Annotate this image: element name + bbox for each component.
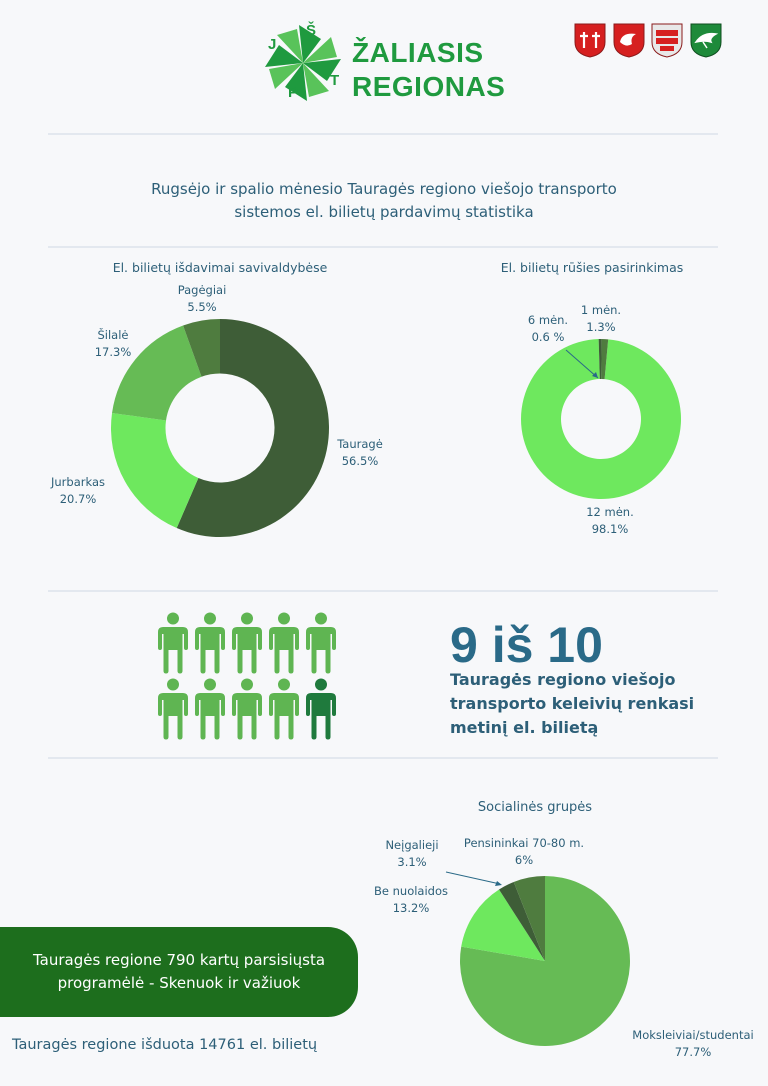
ticket-type-slice-1 <box>521 339 681 499</box>
ticket-type-slice-3 <box>601 339 609 380</box>
chart-social-groups-pie <box>460 876 630 1046</box>
pagegiai-coat-of-arms-icon <box>690 23 722 58</box>
stat-line2: transporto keleivių renkasi <box>450 694 695 713</box>
label-silale-name: Šilalė <box>97 328 129 342</box>
page-title: Rugsėjo ir spalio mėnesio Tauragės regio… <box>0 178 768 224</box>
person-icon <box>158 612 188 674</box>
label-12-month-name: 12 mėn. <box>586 505 634 519</box>
label-students-name: Moksleiviai/studentai <box>632 1028 754 1042</box>
social-group-slice-3 <box>499 881 545 961</box>
municipality-slice-1 <box>176 319 330 537</box>
label-1-month-name: 1 mėn. <box>580 303 622 317</box>
label-no-discount: Be nuolaidos 13.2% <box>366 883 456 917</box>
label-disabled-name: Neįgalieji <box>385 838 439 852</box>
silale-coat-of-arms-icon <box>651 23 683 58</box>
person-icon <box>195 678 225 740</box>
label-taurage-value: 56.5% <box>341 454 379 468</box>
stat-headline: 9 iš 10 <box>450 617 603 673</box>
label-jurbarkas-value: 20.7% <box>59 492 97 506</box>
label-no-discount-name: Be nuolaidos <box>374 884 448 898</box>
label-1-month: 1 mėn. 1.3% <box>576 302 626 336</box>
label-disabled-value: 3.1% <box>397 855 427 869</box>
page-title-line1: Rugsėjo ir spalio mėnesio Tauragės regio… <box>151 180 617 198</box>
logo-letter-t: T <box>330 72 340 89</box>
label-12-month-value: 98.1% <box>591 522 629 536</box>
chart-ticket-type-title: El. bilietų rūšies pasirinkimas <box>500 260 684 275</box>
label-students: Moksleiviai/studentai 77.7% <box>628 1027 758 1061</box>
logo-letter-s: Š <box>306 22 317 39</box>
divider-lower <box>48 757 718 759</box>
municipality-slice-3 <box>112 325 202 421</box>
label-pensioners-name: Pensininkai 70-80 m. <box>463 836 585 850</box>
label-pensioners-value: 6% <box>514 853 534 867</box>
social-group-slice-4 <box>513 876 545 961</box>
label-pagegiai-name: Pagėgiai <box>177 283 227 297</box>
label-6-month-value: 0.6 % <box>531 330 565 344</box>
stat-line3: metinį el. bilietą <box>450 718 599 737</box>
app-download-line2: programėlė - Skenuok ir važiuok <box>57 974 301 992</box>
label-jurbarkas-name: Jurbarkas <box>51 475 105 489</box>
taurage-coat-of-arms-icon <box>574 23 606 58</box>
label-pagegiai: Pagėgiai 5.5% <box>162 282 242 316</box>
divider-top <box>48 133 718 135</box>
page-title-line2: sistemos el. bilietų pardavimų statistik… <box>234 203 534 221</box>
tickets-issued-note: Tauragės regione išduota 14761 el. bilie… <box>12 1037 318 1053</box>
label-silale: Šilalė 17.3% <box>78 327 148 361</box>
label-taurage-name: Tauragė <box>337 437 383 451</box>
label-disabled-leader-line <box>445 871 502 886</box>
person-icon <box>195 612 225 674</box>
divider-title <box>48 246 718 248</box>
label-12-month: 12 mėn. 98.1% <box>570 504 650 538</box>
person-icon <box>269 678 299 740</box>
label-silale-value: 17.3% <box>94 345 132 359</box>
person-icon <box>306 678 336 740</box>
person-icon <box>269 612 299 674</box>
logo-letter-j: J <box>268 36 277 53</box>
chart-social-groups-title: Socialinės grupės <box>477 800 593 815</box>
person-icon <box>306 612 336 674</box>
label-jurbarkas: Jurbarkas 20.7% <box>38 474 118 508</box>
label-1-month-value: 1.3% <box>586 320 616 334</box>
social-group-slice-2 <box>461 889 545 961</box>
municipality-slice-4 <box>183 319 220 377</box>
zaliasis-regionas-logo-mark <box>265 25 341 101</box>
jurbarkas-coat-of-arms-icon <box>613 23 645 58</box>
logo-text-line1: ŽALIASIS <box>352 37 484 68</box>
label-students-value: 77.7% <box>674 1045 712 1059</box>
label-6-month-name: 6 mėn. <box>527 313 569 327</box>
label-pensioners: Pensininkai 70-80 m. 6% <box>456 835 592 869</box>
person-icon <box>158 678 188 740</box>
app-download-banner: Tauragės regione 790 kartų parsisiųsta p… <box>0 927 358 1017</box>
label-6-month-leader-line <box>565 349 599 379</box>
label-pagegiai-value: 5.5% <box>187 300 217 314</box>
label-disabled: Neįgalieji 3.1% <box>382 837 442 871</box>
municipality-slice-2 <box>110 412 199 529</box>
label-no-discount-value: 13.2% <box>392 901 430 915</box>
chart-municipalities-title: El. bilietų išdavimai savivaldybėse <box>112 260 328 275</box>
person-icon <box>232 678 262 740</box>
logo-text-line2: REGIONAS <box>352 71 506 102</box>
divider-middle <box>48 590 718 592</box>
label-taurage: Tauragė 56.5% <box>320 436 400 470</box>
chart-municipalities-donut <box>110 319 330 537</box>
person-icon <box>232 612 262 674</box>
stat-description: Tauragės regiono viešojo transporto kele… <box>450 668 720 740</box>
logo-letter-p: P <box>288 84 299 101</box>
stat-line1: Tauragės regiono viešojo <box>450 670 676 689</box>
chart-ticket-type-donut <box>521 339 681 499</box>
app-download-line1: Tauragės regione 790 kartų parsisiųsta <box>32 951 326 969</box>
ticket-type-slice-2 <box>598 339 602 380</box>
people-icon-grid <box>156 612 346 742</box>
label-6-month: 6 mėn. 0.6 % <box>518 312 578 346</box>
